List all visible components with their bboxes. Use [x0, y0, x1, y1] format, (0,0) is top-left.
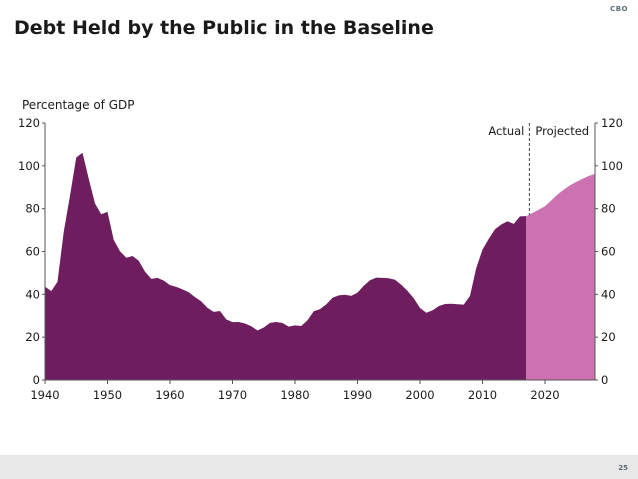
right-y-tick-label-40: 40	[601, 287, 616, 301]
y-tick-label-100: 100	[18, 159, 40, 173]
x-tick-label-1970: 1970	[218, 388, 247, 402]
y-tick-label-60: 60	[25, 245, 40, 259]
x-tick-label-1940: 1940	[30, 388, 59, 402]
y-tick-label-0: 0	[33, 373, 40, 387]
annotation-projected: Projected	[535, 124, 589, 138]
debt-chart: Percentage of GDP 0 20 40 60 80 100 120 0 20 40 60…	[18, 98, 623, 402]
area-series-projected	[526, 173, 595, 380]
page-number: 25	[618, 464, 628, 472]
y-tick-label-80: 80	[25, 202, 40, 216]
right-y-tick-label-0: 0	[601, 373, 608, 387]
axes-layer: 0 20 40 60 80 100 120 0 20 40 60 80 100 120 1940 1950 19…	[18, 116, 623, 402]
annotation-actual: Actual	[488, 124, 524, 138]
y-tick-label-40: 40	[25, 287, 40, 301]
annotation-layer: Actual Projected	[488, 123, 589, 216]
right-y-tick-label-100: 100	[601, 159, 623, 173]
x-tick-label-1960: 1960	[155, 388, 184, 402]
y-tick-label-120: 120	[18, 116, 40, 130]
slide-title: Debt Held by the Public in the Baseline	[14, 17, 434, 39]
right-y-tick-label-120: 120	[601, 116, 623, 130]
y-axis-label: Percentage of GDP	[22, 98, 134, 112]
x-tick-label-2010: 2010	[468, 388, 497, 402]
right-y-tick-label-60: 60	[601, 245, 616, 259]
area-series-actual	[45, 152, 527, 380]
x-tick-label-1950: 1950	[93, 388, 122, 402]
right-y-tick-label-80: 80	[601, 202, 616, 216]
x-tick-label-2020: 2020	[530, 388, 559, 402]
x-tick-label-2000: 2000	[405, 388, 434, 402]
y-tick-label-20: 20	[25, 330, 40, 344]
footer-bar: 25	[0, 455, 638, 479]
right-y-tick-label-20: 20	[601, 330, 616, 344]
x-tick-label-1990: 1990	[343, 388, 372, 402]
cbo-logo: CBO	[610, 5, 628, 13]
area-layer	[45, 152, 595, 380]
x-tick-label-1980: 1980	[280, 388, 309, 402]
